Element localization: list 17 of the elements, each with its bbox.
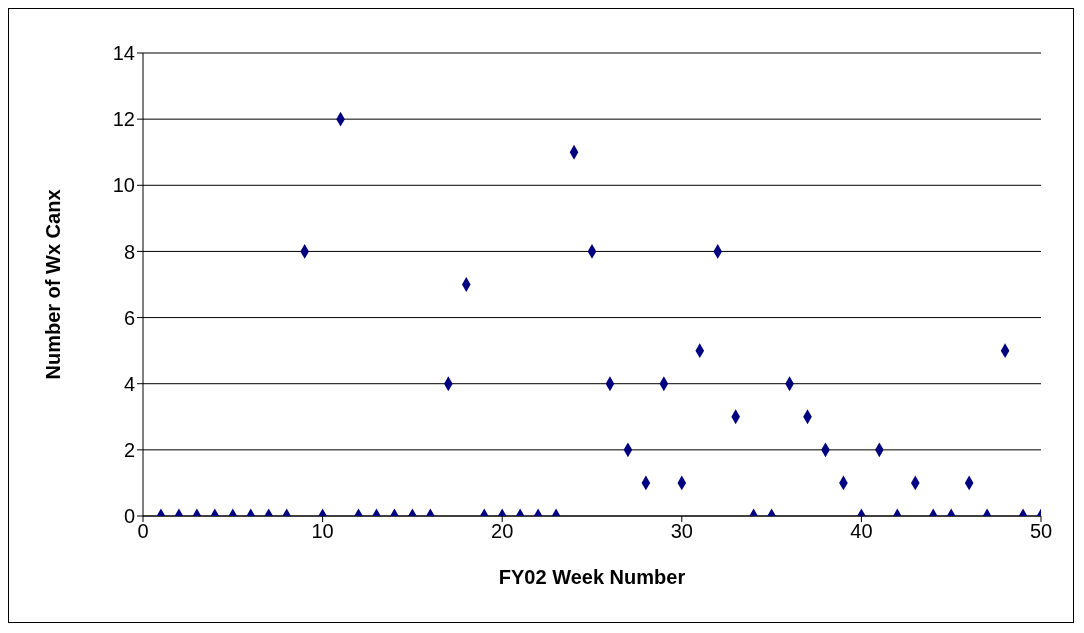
x-axis-title: FY02 Week Number — [498, 566, 686, 588]
x-tick-label: 30 — [670, 520, 693, 543]
x-tick-label: 10 — [311, 520, 334, 543]
y-tick-label: 10 — [112, 174, 135, 197]
y-tick-label: 8 — [123, 240, 135, 263]
x-tick-label: 20 — [491, 520, 514, 543]
y-tick-label: 0 — [123, 505, 135, 528]
y-axis-title: Number of Wx Canx — [42, 189, 65, 380]
y-tick-label: 14 — [112, 42, 135, 65]
y-tick-label: 12 — [112, 108, 135, 131]
y-tick-label: 2 — [123, 438, 135, 461]
x-tick-label: 0 — [137, 520, 149, 543]
y-tick-label: 4 — [123, 372, 135, 395]
x-tick-label: 40 — [850, 520, 873, 543]
x-tick-label: 50 — [1029, 520, 1053, 543]
frame: 0 10 20 30 40 50 FY02 Week Number 0 2 4 6 8 10 12 14 Number of Wx Canx — [8, 8, 1074, 623]
y-tick-label: 6 — [123, 306, 135, 329]
